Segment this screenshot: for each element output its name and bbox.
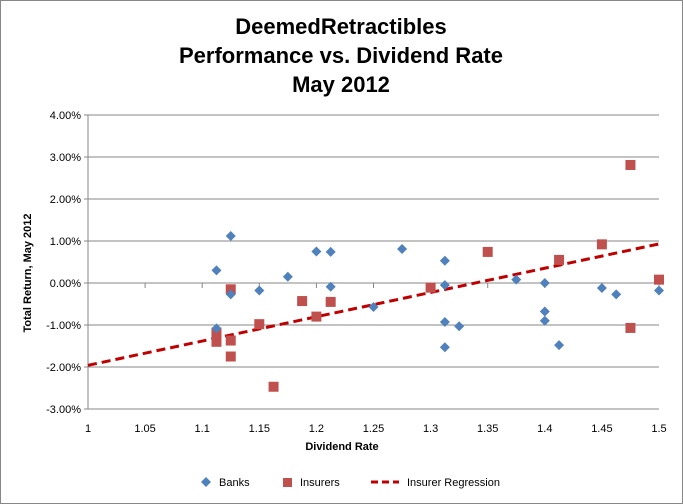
insurer-point <box>596 239 607 250</box>
insurer-point <box>654 274 664 285</box>
insurer-point <box>211 331 222 342</box>
y-tick-label: 0.00% <box>50 278 81 290</box>
insurer-point <box>625 322 636 333</box>
bank-point <box>325 246 336 257</box>
bank-point <box>311 246 322 257</box>
insurer-point <box>211 336 222 347</box>
plot-series <box>87 159 664 392</box>
bank-point <box>511 274 522 285</box>
bank-point <box>211 323 222 334</box>
chart-title: DeemedRetractibles Performance vs. Divid… <box>179 14 503 97</box>
legend-banks-label: Banks <box>219 477 250 489</box>
legend-item-insurers: Insurers <box>283 477 340 489</box>
legend-regression-label: Insurer Regression <box>407 477 500 489</box>
insurer-point <box>325 296 336 307</box>
bank-point <box>539 315 550 326</box>
insurer-point <box>625 159 636 170</box>
bank-point <box>611 289 622 300</box>
bank-point <box>368 301 379 312</box>
bank-point <box>539 306 550 317</box>
gridlines <box>88 114 659 410</box>
x-tick-label: 1.3 <box>423 423 438 435</box>
insurer-point <box>554 254 565 265</box>
legend-insurers-marker <box>283 478 292 487</box>
y-tick-label: -1.00% <box>46 320 81 332</box>
insurer-point <box>297 296 308 307</box>
y-axis-title: Total Return, May 2012 <box>22 214 34 333</box>
bank-point <box>225 289 236 300</box>
x-tick-labels: 1 1.05 1.1 1.15 1.2 1.25 1.3 1.35 1.4 1.45 1.5 <box>85 423 667 435</box>
x-tick-label: 1.45 <box>591 423 612 435</box>
x-tick-label: 1.2 <box>309 423 324 435</box>
bank-point <box>254 285 265 296</box>
bank-point <box>225 230 236 241</box>
insurer-point <box>225 351 236 362</box>
legend-insurers-label: Insurers <box>300 477 340 489</box>
y-tick-labels: -3.00% -2.00% -1.00% 0.00% 1.00% 2.00% 3.00% 4.… <box>46 110 81 416</box>
bank-point <box>439 280 450 291</box>
bank-point <box>439 342 450 353</box>
x-tick-label: 1 <box>85 423 91 435</box>
legend: Banks Insurers Insurer Regression <box>201 477 500 489</box>
x-tick-label: 1.1 <box>195 423 210 435</box>
legend-item-banks: Banks <box>201 477 250 489</box>
bank-point <box>397 243 408 254</box>
title-line-1: DeemedRetractibles <box>235 14 447 39</box>
insurer-point <box>254 319 265 330</box>
title-line-2: Performance vs. Dividend Rate <box>179 43 503 68</box>
bank-point <box>654 285 664 296</box>
insurer-point <box>268 381 279 392</box>
bank-point <box>539 278 550 288</box>
x-tick-label: 1.25 <box>363 423 384 435</box>
insurer-point <box>482 246 493 257</box>
y-tick-label: 2.00% <box>50 194 81 206</box>
x-tick-label: 1.15 <box>249 423 270 435</box>
insurer-point <box>311 311 322 322</box>
x-tick-label: 1.4 <box>537 423 552 435</box>
y-tick-label: -3.00% <box>46 404 81 416</box>
y-tick-label: -2.00% <box>46 362 81 374</box>
x-tick-label: 1.35 <box>477 423 498 435</box>
title-line-3: May 2012 <box>292 72 390 97</box>
y-tick-label: 3.00% <box>50 152 81 164</box>
bank-point <box>554 340 565 351</box>
bank-point <box>211 265 222 276</box>
x-tick-label: 1.05 <box>134 423 155 435</box>
bank-point <box>454 321 465 332</box>
bank-point <box>596 283 607 294</box>
y-tick-label: 4.00% <box>50 110 81 122</box>
y-tick-label: 1.00% <box>50 236 81 248</box>
x-axis-title: Dividend Rate <box>305 441 378 453</box>
axes <box>84 114 660 410</box>
bank-point <box>439 317 450 328</box>
bank-point <box>282 271 293 282</box>
insurer-point <box>425 282 436 293</box>
insurer-point <box>225 284 236 295</box>
bank-point <box>325 281 336 292</box>
legend-item-regression: Insurer Regression <box>371 477 500 489</box>
insurer-point <box>225 335 236 346</box>
x-tick-label: 1.5 <box>651 423 666 435</box>
bank-point <box>439 255 450 266</box>
legend-banks-marker <box>201 477 211 487</box>
